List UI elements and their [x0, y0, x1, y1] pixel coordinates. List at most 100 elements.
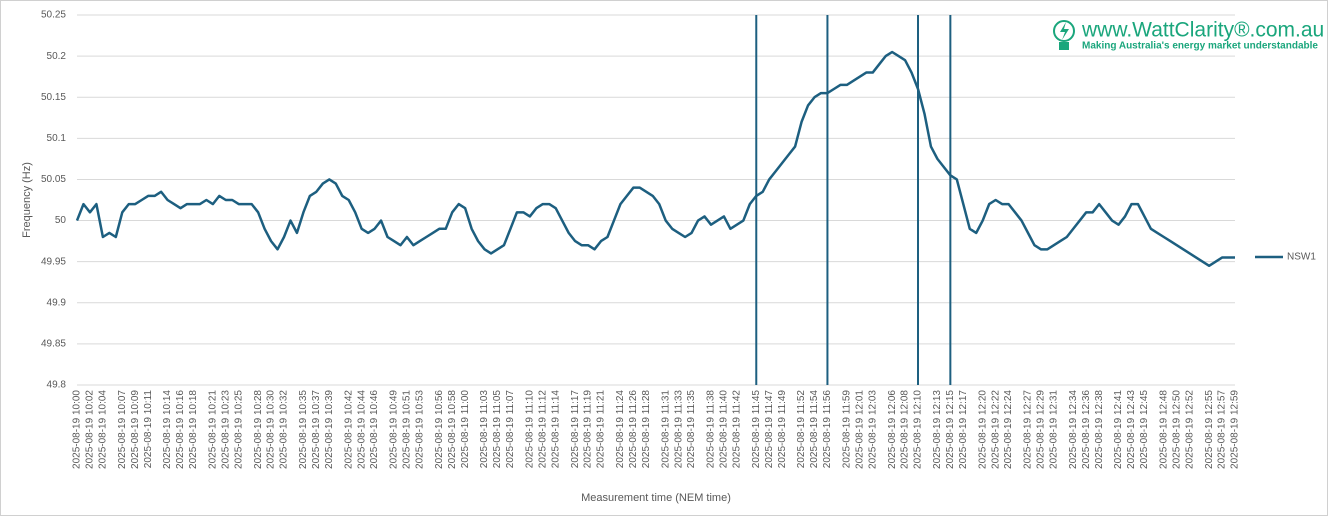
x-tick-label: 2025-08-19 12:29 — [1036, 390, 1047, 469]
x-tick-label: 2025-08-19 11:21 — [596, 390, 607, 469]
x-tick-label: 2025-08-19 12:27 — [1023, 390, 1034, 469]
x-tick-label: 2025-08-19 10:11 — [143, 390, 154, 469]
x-tick-label: 2025-08-19 10:58 — [447, 390, 458, 469]
x-tick-label: 2025-08-19 11:49 — [777, 390, 788, 469]
y-tick-label: 50 — [55, 215, 67, 226]
x-tick-label: 2025-08-19 10:28 — [253, 390, 264, 469]
y-tick-label: 49.8 — [47, 380, 67, 391]
x-tick-label: 2025-08-19 12:24 — [1003, 390, 1014, 469]
x-tick-label: 2025-08-19 12:48 — [1158, 390, 1169, 469]
logo-base — [1059, 42, 1069, 50]
x-tick-label: 2025-08-19 11:31 — [660, 390, 671, 469]
x-tick-label: 2025-08-19 10:21 — [207, 390, 218, 469]
x-axis-title: Measurement time (NEM time) — [581, 492, 731, 504]
x-tick-label: 2025-08-19 10:44 — [356, 390, 367, 469]
x-tick-label: 2025-08-19 10:25 — [233, 390, 244, 469]
x-tick-label: 2025-08-19 10:37 — [311, 390, 322, 469]
y-tick-label: 49.95 — [41, 256, 66, 267]
x-tick-label: 2025-08-19 10:09 — [130, 390, 141, 469]
x-tick-label: 2025-08-19 12:36 — [1081, 390, 1092, 469]
x-tick-label: 2025-08-19 11:00 — [460, 390, 471, 469]
x-tick-label: 2025-08-19 10:56 — [434, 390, 445, 469]
x-tick-label: 2025-08-19 12:22 — [990, 390, 1001, 469]
y-tick-label: 50.25 — [41, 10, 66, 21]
x-tick-label: 2025-08-19 10:30 — [266, 390, 277, 469]
logo-bulb — [1053, 20, 1075, 42]
x-tick-label: 2025-08-19 11:07 — [505, 390, 516, 469]
y-tick-label: 50.05 — [41, 174, 66, 185]
y-tick-label: 49.9 — [47, 297, 67, 308]
x-tick-label: 2025-08-19 10:18 — [188, 390, 199, 469]
x-tick-label: 2025-08-19 11:35 — [686, 390, 697, 469]
x-tick-label: 2025-08-19 12:55 — [1204, 390, 1215, 469]
x-tick-label: 2025-08-19 12:41 — [1113, 390, 1124, 469]
x-tick-label: 2025-08-19 11:56 — [822, 390, 833, 469]
x-tick-label: 2025-08-19 10:35 — [298, 390, 309, 469]
x-tick-label: 2025-08-19 10:16 — [175, 390, 186, 469]
x-tick-label: 2025-08-19 10:14 — [162, 390, 173, 469]
x-tick-label: 2025-08-19 11:26 — [628, 390, 639, 469]
x-tick-label: 2025-08-19 12:34 — [1068, 390, 1079, 469]
x-tick-label: 2025-08-19 12:15 — [945, 390, 956, 469]
x-tick-label: 2025-08-19 11:28 — [641, 390, 652, 469]
x-tick-label: 2025-08-19 10:00 — [72, 390, 83, 469]
y-axis-title: Frequency (Hz) — [21, 162, 33, 238]
x-tick-label: 2025-08-19 11:17 — [570, 390, 581, 469]
x-tick-label: 2025-08-19 12:57 — [1217, 390, 1228, 469]
x-tick-label: 2025-08-19 11:52 — [796, 390, 807, 469]
x-tick-label: 2025-08-19 10:42 — [343, 390, 354, 469]
y-tick-label: 50.2 — [47, 51, 67, 62]
x-tick-label: 2025-08-19 12:08 — [900, 390, 911, 469]
x-tick-label: 2025-08-19 11:40 — [719, 390, 730, 469]
x-tick-label: 2025-08-19 10:02 — [85, 390, 96, 469]
x-tick-label: 2025-08-19 12:10 — [913, 390, 924, 469]
logo-tagline: Making Australia's energy market underst… — [1082, 41, 1318, 52]
x-tick-label: 2025-08-19 12:06 — [887, 390, 898, 469]
x-tick-label: 2025-08-19 11:45 — [751, 390, 762, 469]
x-tick-label: 2025-08-19 12:31 — [1049, 390, 1060, 469]
x-tick-label: 2025-08-19 12:03 — [867, 390, 878, 469]
x-tick-label: 2025-08-19 10:04 — [98, 390, 109, 469]
logo-site: www.WattClarity®.com.au — [1081, 19, 1324, 42]
x-tick-label: 2025-08-19 10:39 — [324, 390, 335, 469]
x-tick-label: 2025-08-19 11:12 — [537, 390, 548, 469]
x-tick-label: 2025-08-19 12:20 — [977, 390, 988, 469]
x-tick-label: 2025-08-19 12:13 — [932, 390, 943, 469]
x-tick-label: 2025-08-19 11:42 — [732, 390, 743, 469]
x-tick-label: 2025-08-19 12:45 — [1139, 390, 1150, 469]
logo: www.WattClarity®.com.au Making Australia… — [1053, 19, 1324, 52]
x-tick-label: 2025-08-19 11:03 — [479, 390, 490, 469]
x-tick-label: 2025-08-19 11:24 — [615, 390, 626, 469]
x-tick-label: 2025-08-19 11:19 — [583, 390, 594, 469]
x-tick-label: 2025-08-19 11:38 — [706, 390, 717, 469]
x-tick-label: 2025-08-19 10:23 — [220, 390, 231, 469]
x-tick-label: 2025-08-19 12:38 — [1094, 390, 1105, 469]
x-tick-label: 2025-08-19 10:07 — [117, 390, 128, 469]
series-line — [75, 50, 1235, 268]
x-tick-label: 2025-08-19 10:46 — [369, 390, 380, 469]
x-tick-label: 2025-08-19 10:49 — [389, 390, 400, 469]
x-tick-label: 2025-08-19 11:14 — [550, 390, 561, 469]
x-tick-label: 2025-08-19 10:51 — [402, 390, 413, 469]
x-tick-label: 2025-08-19 11:59 — [841, 390, 852, 469]
x-tick-label: 2025-08-19 12:01 — [854, 390, 865, 469]
x-tick-label: 2025-08-19 12:43 — [1126, 390, 1137, 469]
x-tick-label: 2025-08-19 11:05 — [492, 390, 503, 469]
logo-bolt — [1060, 22, 1069, 40]
x-tick-label: 2025-08-19 12:59 — [1230, 390, 1241, 469]
y-tick-label: 49.85 — [41, 339, 66, 350]
x-tick-label: 2025-08-19 11:33 — [673, 390, 684, 469]
x-tick-label: 2025-08-19 12:50 — [1171, 390, 1182, 469]
x-tick-label: 2025-08-19 11:10 — [524, 390, 535, 469]
x-tick-label: 2025-08-19 12:52 — [1184, 390, 1195, 469]
x-tick-label: 2025-08-19 10:32 — [279, 390, 290, 469]
y-tick-label: 50.15 — [41, 92, 66, 103]
x-tick-label: 2025-08-19 10:53 — [415, 390, 426, 469]
x-tick-label: 2025-08-19 11:47 — [764, 390, 775, 469]
x-tick-label: 2025-08-19 12:17 — [958, 390, 969, 469]
y-tick-label: 50.1 — [47, 133, 67, 144]
legend-label: NSW1 — [1287, 252, 1316, 263]
x-tick-label: 2025-08-19 11:54 — [809, 390, 820, 469]
